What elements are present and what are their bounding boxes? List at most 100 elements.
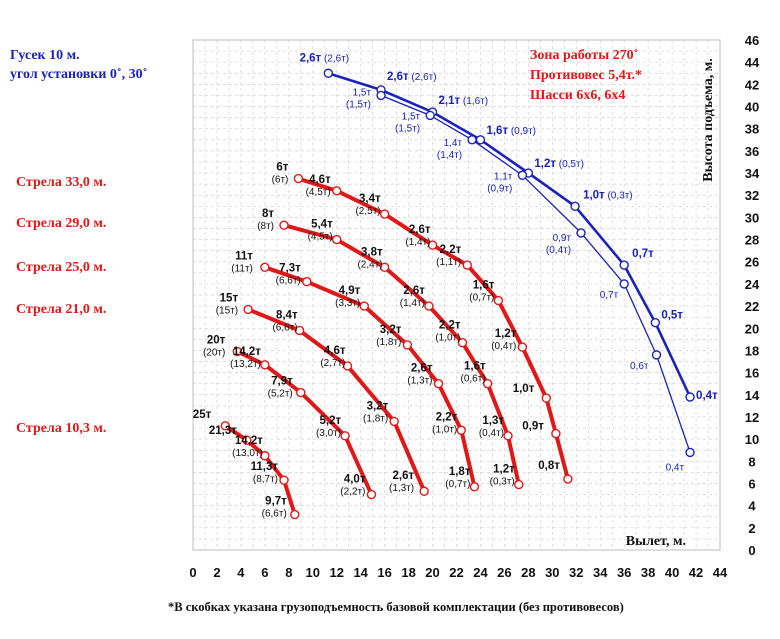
series-line: [262, 265, 477, 489]
series-group: 8т(8т) 5,4т(4,5т)3,8т(2,4т)2,6т(1,4т)2,2т…: [257, 208, 524, 490]
x-tick-label: 8: [285, 565, 292, 580]
data-sublabel: (0,9т): [508, 126, 536, 137]
series-group: 20т(20т) 14,2т(13,2т)7,9т(5,2т)5,2т(3,0т)…: [203, 335, 377, 500]
boom-label-10-3: Стрела 10,3 м.: [16, 421, 107, 436]
data-point: [685, 392, 695, 402]
data-label: 4,6т: [324, 345, 346, 357]
x-tick-label: 20: [425, 565, 439, 580]
y-axis-ticks: 0246810121416182022242628303234363840424…: [745, 33, 760, 558]
data-point: [576, 228, 586, 238]
data-sublabel: (1,6т): [460, 96, 488, 107]
y-tick-label: 12: [745, 410, 759, 425]
data-point: [290, 509, 300, 520]
data-sublabel: (1,5т): [395, 123, 420, 134]
y-tick-label: 32: [745, 188, 759, 203]
data-point: [279, 220, 289, 230]
data-sublabel: (4,5т): [306, 187, 331, 198]
y-tick-label: 34: [745, 166, 760, 181]
data-point: [243, 304, 253, 315]
data-point: [685, 447, 695, 458]
data-label: 1,5т: [402, 111, 421, 122]
data-point: [332, 186, 342, 196]
y-tick-label: 20: [745, 321, 759, 336]
y-tick-label: 38: [745, 122, 759, 137]
data-sublabel: (0,4т): [479, 428, 504, 439]
data-sublabel: (2,5т): [355, 206, 380, 217]
data-point: [379, 262, 390, 272]
data-point: [570, 201, 580, 212]
data-sublabel: (13,0т): [232, 448, 263, 459]
data-point: [433, 378, 444, 389]
data-sublabel: (1,4т): [400, 298, 425, 309]
x-axis-ticks: 0 2 4 6 8 10 12 14 16 18 20 22 24 26 28 30 32 34 36 38 40 42 4…: [189, 565, 728, 580]
data-label: 0,5т: [661, 310, 683, 322]
y-tick-label: 2: [748, 521, 755, 536]
data-point: [457, 337, 468, 348]
data-sublabel: (4,5т): [308, 232, 333, 243]
data-label: 0,7т: [632, 248, 654, 260]
data-label: 0,6т: [630, 361, 649, 372]
y-tick-label: 0: [748, 543, 755, 558]
data-point: [493, 295, 504, 306]
data-label: 2,6т: [393, 470, 415, 482]
data-point: [260, 262, 270, 272]
data-label: 2,6т: [409, 224, 431, 236]
data-label: 11т: [235, 250, 253, 262]
data-label: 14,2т: [233, 346, 261, 358]
series-line: [380, 94, 691, 454]
data-label: 21,3т: [209, 425, 237, 437]
footnote: *В скобках указана грузоподъемность базо…: [168, 600, 624, 614]
data-label: 1,5т: [353, 87, 372, 98]
data-sublabel: (1,0т): [435, 333, 460, 344]
data-sublabel: (8,7т): [253, 474, 278, 485]
y-tick-label: 30: [745, 210, 759, 225]
x-tick-label: 36: [617, 565, 631, 580]
data-sublabel: (0,3т): [605, 190, 633, 201]
data-label: 4,9т: [339, 285, 361, 297]
data-sublabel: (1,8т): [376, 337, 401, 348]
data-label: 2,6т (2,6т): [300, 52, 350, 64]
data-point: [323, 68, 334, 78]
y-tick-label: 36: [745, 144, 759, 159]
jib-subtitle: угол установки 0˚, 30˚: [10, 67, 148, 82]
data-point: [469, 482, 480, 492]
data-sublabel: (5,2т): [268, 389, 293, 400]
boom-label-25: Стрела 25,0 м.: [16, 260, 107, 275]
data-label: 0,8т: [538, 460, 560, 472]
data-sublabel: (6,6т): [262, 509, 287, 520]
data-point: [503, 431, 513, 441]
data-point: [293, 173, 304, 184]
data-label: 3,2т: [380, 324, 402, 336]
data-sublabel: (11т): [231, 263, 253, 274]
series-group: 6т(6т) 4,6т(4,5т)3,4т(2,5т)2,6т(1,4т)2,2т…: [272, 162, 573, 484]
data-sublabel: (0,9т): [487, 183, 512, 194]
y-tick-label: 26: [745, 255, 759, 270]
data-sublabel: (0,7т): [469, 293, 494, 304]
data-sublabel: (1,4т): [405, 237, 430, 248]
y-axis-label: Высота подъема, м.: [701, 58, 716, 181]
data-label: 1,8т: [449, 466, 471, 478]
data-sublabel: (0,4т): [546, 245, 571, 256]
data-point: [279, 475, 289, 485]
data-label: 0,9т: [553, 233, 572, 244]
x-tick-label: 28: [521, 565, 535, 580]
data-point: [260, 360, 270, 370]
data-point: [619, 260, 629, 270]
series-line: [296, 176, 570, 481]
data-point: [359, 301, 369, 311]
data-point: [517, 170, 528, 180]
y-tick-label: 8: [748, 454, 755, 469]
y-tick-label: 16: [745, 366, 759, 381]
x-tick-label: 24: [473, 565, 488, 580]
data-point: [260, 451, 270, 461]
y-tick-label: 22: [745, 299, 759, 314]
boom-label-21: Стрела 21,0 м.: [16, 302, 107, 317]
y-tick-label: 28: [745, 233, 759, 248]
data-label: 7,3т: [279, 263, 301, 275]
data-point: [220, 421, 231, 431]
x-tick-label: 6: [261, 565, 268, 580]
data-sublabel: (2,7т): [320, 358, 345, 369]
data-label: 1,0т: [513, 383, 535, 395]
plot-frame: [192, 39, 721, 551]
data-sublabel: (0,3т): [490, 477, 515, 488]
